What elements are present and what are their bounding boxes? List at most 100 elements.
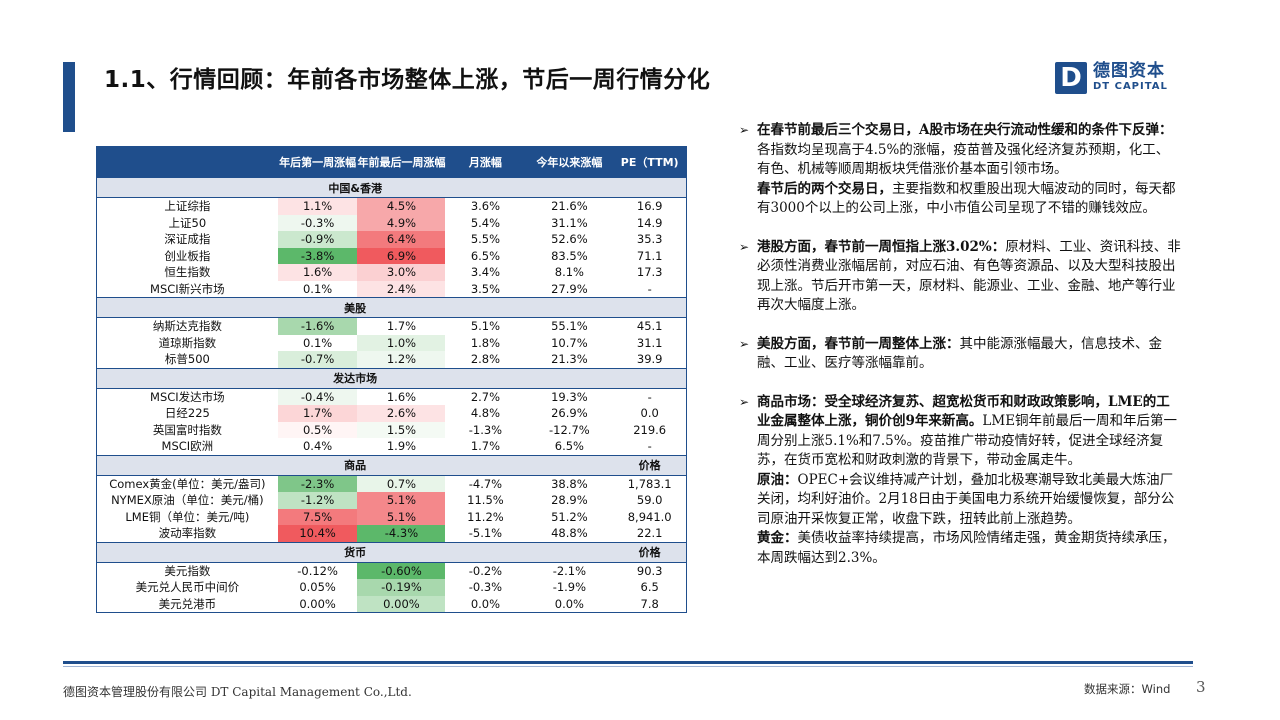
row-value-c2: 1.7%: [357, 317, 446, 335]
bullet-bold-lead: 商品市场：受全球经济复苏、超宽松货币和财政政策影响，LME的工业金属整体上涨，铜…: [757, 393, 1170, 430]
row-value-c3: -5.1%: [468, 526, 503, 541]
table-body: 中国&香港 上证综指 1.1% 4.5% 3.6% 21.6% 16.9 上证50 -0.3% 4…: [96, 177, 687, 613]
row-value-c5: 1,783.1: [627, 476, 672, 491]
row-value-c2: 1.6%: [357, 388, 446, 405]
row-value-c2: 5.1%: [357, 508, 446, 525]
row-value-c1: 7.5%: [277, 508, 358, 525]
header-cell-ytd: 今年以来涨幅: [525, 146, 614, 178]
section-label: 美股: [96, 297, 614, 318]
logo-cn: 德图资本: [1093, 61, 1165, 81]
bullet-bold-lead: 春节后的两个交易日，: [757, 180, 892, 197]
bullet-item: ➢ 商品市场：受全球经济复苏、超宽松货币和财政政策影响，LME的工业金属整体上涨，…: [737, 393, 1182, 569]
row-value-c3: 0.0%: [470, 596, 501, 611]
row-value-c3: 3.4%: [470, 265, 501, 280]
row-value-c2: -0.19%: [357, 579, 446, 596]
company-logo: D 德图资本 DT CAPITAL: [1055, 62, 1168, 94]
table-row: 英国富时指数 0.5% 1.5% -1.3% -12.7% 219.6: [97, 421, 687, 438]
page-title: 1.1、行情回顾：年前各市场整体上涨，节后一周行情分化: [104, 67, 711, 93]
row-label: 纳斯达克指数: [152, 319, 222, 334]
row-value-c4: -12.7%: [549, 422, 590, 437]
logo-text: 德图资本 DT CAPITAL: [1093, 62, 1168, 94]
row-value-c4: 51.2%: [551, 509, 588, 524]
title-accent-bar: [63, 62, 75, 132]
section-label: 商品: [96, 454, 614, 476]
row-value-c2: 2.6%: [357, 405, 446, 422]
row-value-c1: -3.8%: [277, 247, 358, 264]
row-value-c2: 1.9%: [357, 438, 446, 455]
footer-divider: [63, 661, 1193, 664]
section-extra-label: [613, 177, 687, 198]
row-value-c4: 55.1%: [551, 319, 588, 334]
bullet-bold-lead: 美股方面，春节前一周整体上涨：: [757, 335, 960, 352]
section-extra-label: [613, 367, 687, 389]
row-value-c3: 2.7%: [470, 389, 501, 404]
bullet-bold-lead: 黄金：: [757, 530, 798, 546]
row-value-c1: 0.1%: [277, 334, 358, 351]
row-value-c1: -0.7%: [277, 351, 358, 368]
section-row: 商品 价格: [96, 454, 687, 476]
bullet-item: ➢ 美股方面，春节前一周整体上涨：其中能源涨幅最大，信息技术、金融、工业、医疗等涨…: [737, 335, 1182, 374]
row-value-c3: -0.3%: [468, 580, 503, 595]
header-cell-name: [96, 146, 278, 178]
table-row: 标普500 -0.7% 1.2% 2.8% 21.3% 39.9: [97, 351, 687, 368]
row-value-c3: 6.5%: [470, 248, 501, 263]
bullet-paragraph: 在春节前最后三个交易日，A股市场在央行流动性缓和的条件下反弹： 各指数均呈现高于4…: [757, 121, 1182, 180]
market-performance-table: 年后第一周涨幅 年前最后一周涨幅 月涨幅 今年以来涨幅 PE（TTM) 中国&香…: [96, 146, 687, 613]
row-value-c2: 0.00%: [357, 595, 446, 613]
table-row: Comex黄金(单位：美元/盎司) -2.3% 0.7% -4.7% 38.8% 1,78…: [97, 475, 687, 492]
row-value-c5: 90.3: [636, 563, 663, 578]
row-label: 波动率指数: [158, 526, 217, 541]
row-value-c4: 28.9%: [551, 493, 588, 508]
row-value-c1: 0.1%: [277, 280, 358, 298]
table-row: 纳斯达克指数 -1.6% 1.7% 5.1% 55.1% 45.1: [97, 317, 687, 335]
row-value-c5: -: [647, 439, 652, 454]
row-value-c4: 6.5%: [554, 439, 584, 454]
row-label: 深证成指: [164, 232, 211, 247]
row-value-c5: 6.5: [640, 580, 659, 595]
row-value-c5: 16.9: [636, 199, 663, 214]
row-value-c2: 5.1%: [357, 492, 446, 509]
row-value-c2: 4.5%: [357, 197, 446, 215]
bullet-item: ➢ 港股方面，春节前一周恒指上涨3.02%：原材料、工业、资讯科技、非必须性消费业…: [737, 238, 1182, 316]
table-row: 上证综指 1.1% 4.5% 3.6% 21.6% 16.9: [97, 197, 687, 215]
row-value-c3: 4.8%: [470, 406, 501, 421]
row-value-c5: -: [647, 389, 652, 404]
row-value-c3: 1.8%: [470, 335, 501, 350]
row-value-c5: 59.0: [636, 493, 663, 508]
table-row: 日经225 1.7% 2.6% 4.8% 26.9% 0.0: [97, 405, 687, 422]
table-row: 美元兑港币 0.00% 0.00% 0.0% 0.0% 7.8: [97, 595, 687, 613]
commentary-bullets: ➢ 在春节前最后三个交易日，A股市场在央行流动性缓和的条件下反弹： 各指数均呈现高于…: [737, 121, 1182, 587]
header-cell-pe: PE（TTM): [613, 146, 687, 178]
row-value-c2: 4.9%: [357, 214, 446, 231]
row-value-c4: 38.8%: [551, 476, 588, 491]
bullet-arrow-icon: ➢: [739, 239, 750, 254]
row-value-c4: 27.9%: [551, 281, 588, 296]
bullet-paragraph: 港股方面，春节前一周恒指上涨3.02%：原材料、工业、资讯科技、非必须性消费业涨…: [757, 238, 1182, 316]
row-value-c5: 22.1: [636, 526, 663, 541]
section-row: 美股: [96, 297, 687, 318]
row-value-c4: -1.9%: [552, 580, 587, 595]
row-value-c5: 17.3: [636, 265, 663, 280]
row-value-c1: -0.9%: [277, 231, 358, 248]
section-row: 发达市场: [96, 367, 687, 389]
bullet-arrow-icon: ➢: [739, 394, 750, 409]
bullet-paragraph: 黄金：美债收益率持续提高，市场风险情绪走强，黄金期货持续承压，本周跌幅达到2.3…: [757, 529, 1182, 568]
bullet-item: ➢ 在春节前最后三个交易日，A股市场在央行流动性缓和的条件下反弹： 各指数均呈现高于…: [737, 121, 1182, 219]
footer-source: 数据来源：Wind: [1084, 682, 1171, 696]
bullet-bold-lead: 港股方面，春节前一周恒指上涨3.02%：: [757, 238, 1006, 255]
row-value-c1: 0.4%: [277, 438, 358, 455]
table-row: 美元兑人民币中间价 0.05% -0.19% -0.3% -1.9% 6.5: [97, 579, 687, 596]
row-value-c4: 83.5%: [551, 248, 588, 263]
row-value-c3: 5.4%: [470, 215, 501, 230]
row-value-c3: 5.1%: [470, 319, 501, 334]
table-row: NYMEX原油（单位：美元/桶) -1.2% 5.1% 11.5% 28.9% 59.0: [97, 492, 687, 509]
table-row: 恒生指数 1.6% 3.0% 3.4% 8.1% 17.3: [97, 264, 687, 281]
section-extra-label: 价格: [613, 541, 687, 563]
section-extra-label: [613, 297, 687, 318]
row-label: MSCI新兴市场: [150, 281, 225, 296]
table-row: LME铜（单位：美元/吨) 7.5% 5.1% 11.2% 51.2% 8,941.0: [97, 508, 687, 525]
row-value-c3: -1.3%: [468, 422, 503, 437]
bullet-arrow-icon: ➢: [739, 336, 750, 351]
row-label: 上证50: [168, 215, 207, 230]
row-value-c1: 10.4%: [277, 525, 358, 542]
